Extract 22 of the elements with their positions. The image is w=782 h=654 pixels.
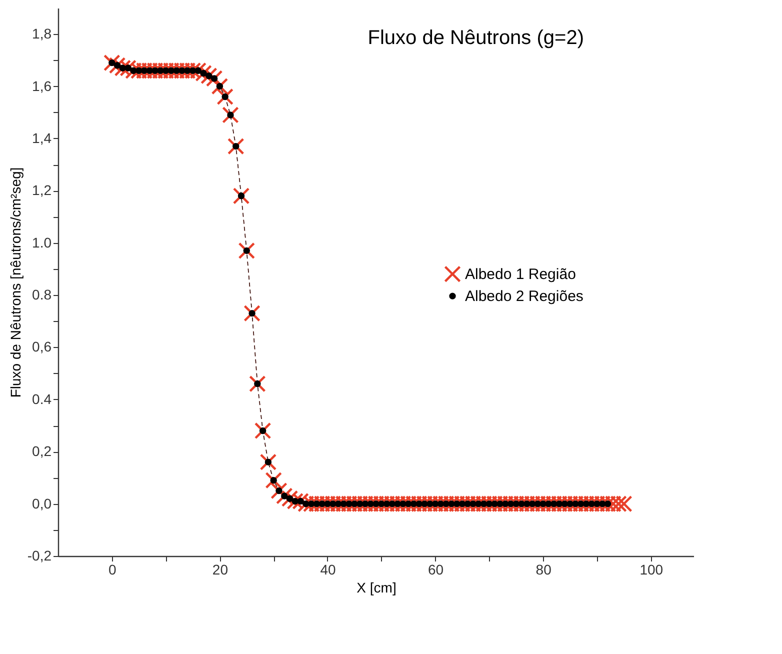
y-tick-label: -0,2: [27, 548, 52, 564]
y-tick-label: 0.4: [32, 390, 52, 407]
y-tick-label: 1,6: [32, 78, 52, 94]
y-axis-title: Fluxo de Nêutrons [nêutrons/cm²seg]: [7, 167, 24, 398]
y-tick-label: 1,8: [32, 26, 52, 42]
legend-label: Albedo 2 Regiões: [465, 288, 584, 306]
y-tick-label: 1,4: [32, 130, 52, 146]
y-tick-label: 1.0: [32, 234, 52, 250]
x-tick-label: 0: [108, 562, 116, 578]
y-tick-label: 0,0: [32, 495, 52, 512]
x-tick-label: 80: [536, 562, 552, 578]
x-tick-label: 100: [640, 562, 664, 578]
x-axis-title: X [cm]: [356, 580, 396, 596]
y-tick-label: 0,2: [32, 443, 52, 460]
y-tick-label: 1,2: [32, 182, 52, 198]
x-tick-label: 40: [320, 562, 336, 578]
y-tick-label: 0,6: [32, 338, 52, 355]
text: Fluxo de Nêutrons (g=2): [368, 27, 584, 49]
legend-label: Albedo 1 Região: [465, 266, 576, 284]
x-tick-label: 60: [428, 562, 444, 578]
x-tick-label: 20: [212, 562, 228, 578]
y-tick-label: 0.8: [32, 286, 52, 303]
